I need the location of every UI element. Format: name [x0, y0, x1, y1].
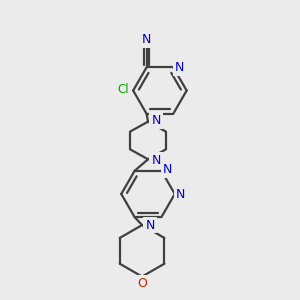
Text: N: N: [151, 154, 160, 167]
Text: N: N: [151, 114, 160, 127]
Text: Cl: Cl: [117, 83, 129, 96]
Text: N: N: [163, 163, 172, 176]
Text: N: N: [175, 61, 184, 74]
Text: O: O: [137, 277, 147, 290]
Text: N: N: [142, 33, 151, 46]
Text: N: N: [176, 188, 185, 202]
Text: N: N: [145, 219, 155, 232]
